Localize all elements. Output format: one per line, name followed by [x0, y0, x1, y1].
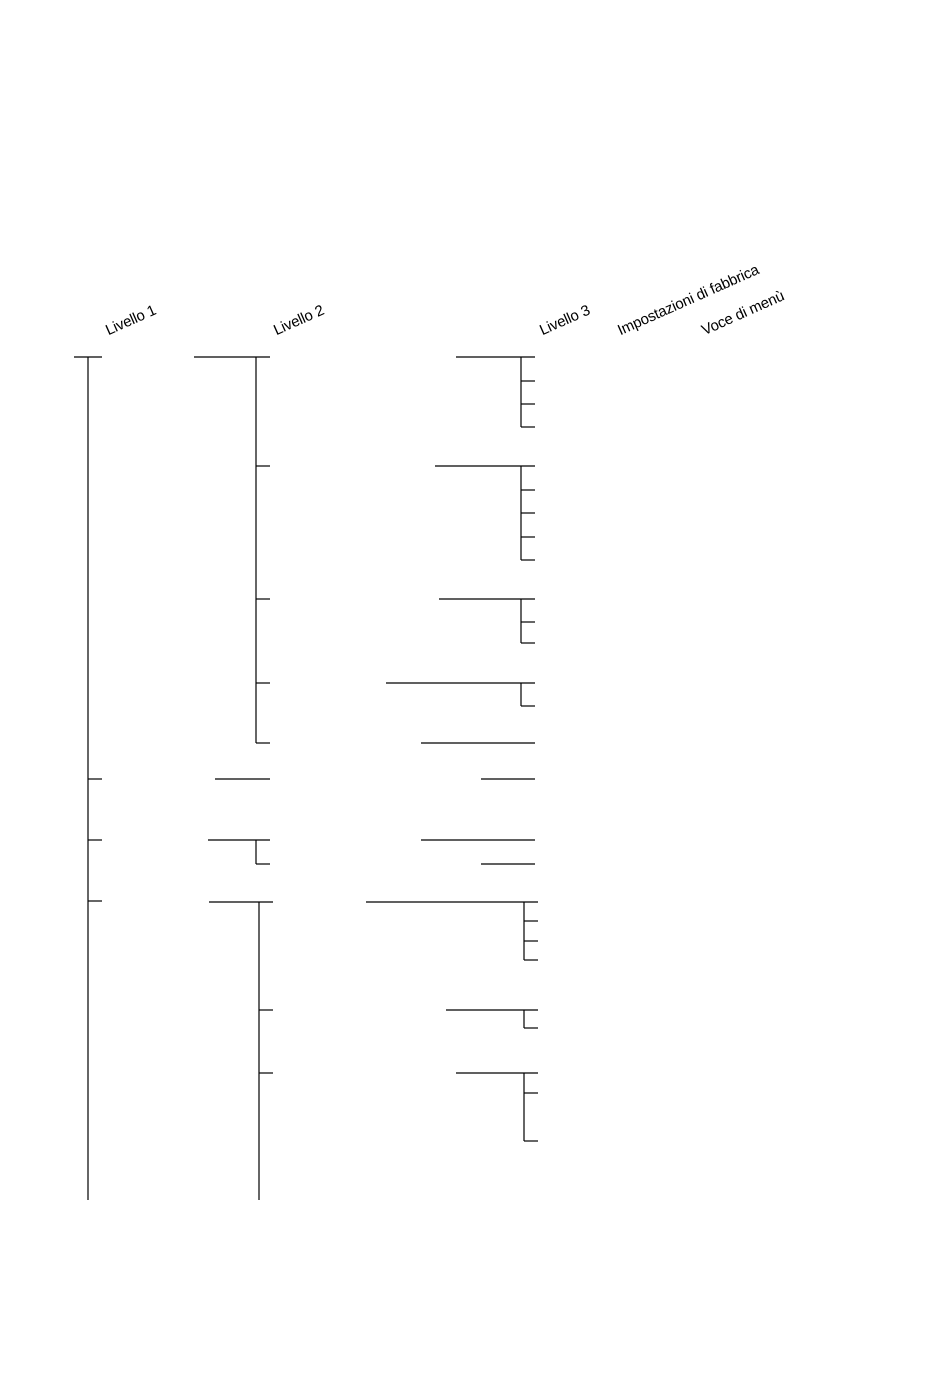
menu-tree-diagram	[74, 356, 538, 1200]
